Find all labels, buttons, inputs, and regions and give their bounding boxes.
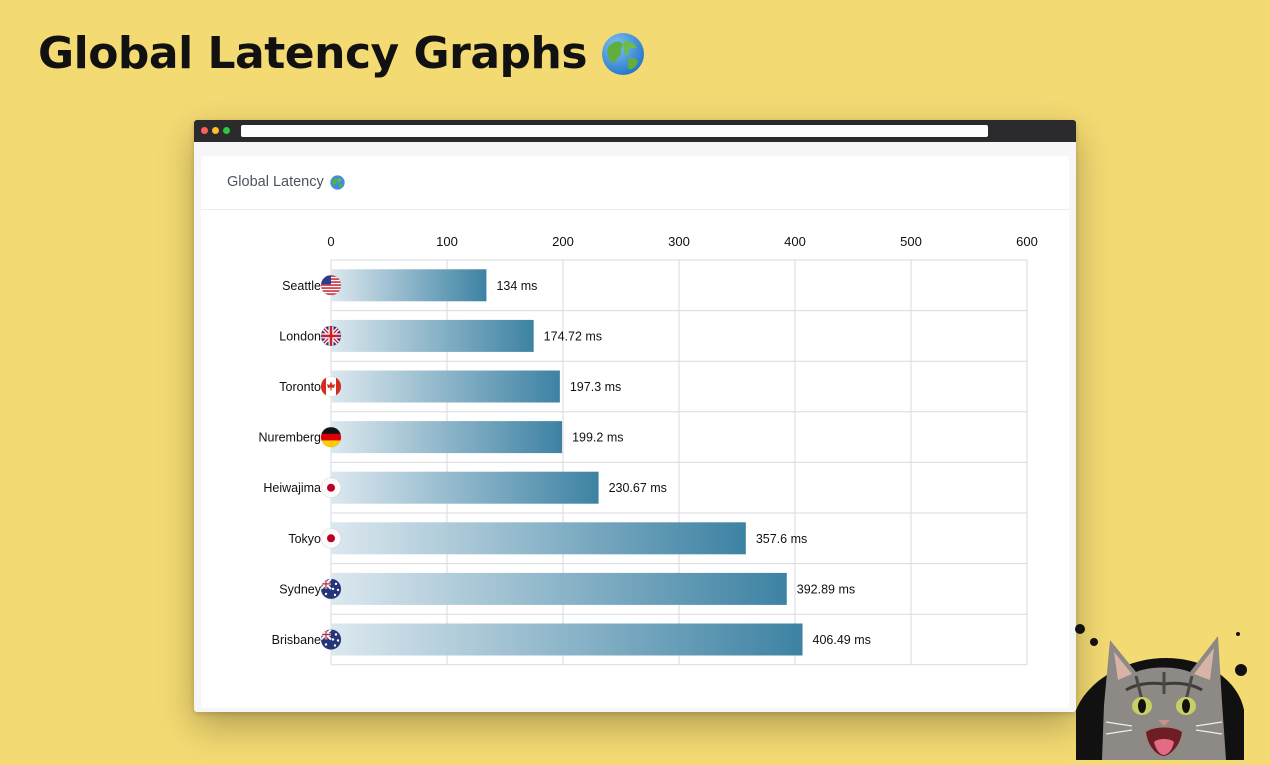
headline-text: Global Latency Graphs (38, 28, 588, 79)
flag-us-icon (320, 274, 342, 296)
bar-seattle[interactable] (331, 269, 487, 302)
globe-icon (330, 174, 345, 190)
latency-bar-chart: 0 100 200 300 400 500 600 134 ms Seattle 174.72 … (258, 234, 1038, 666)
bar-value-label: 174.72 ms (544, 329, 602, 343)
flag-au-icon (320, 578, 342, 600)
bar-sydney[interactable] (331, 572, 787, 605)
x-tick-label: 200 (552, 234, 574, 249)
x-tick-label: 400 (784, 234, 806, 249)
cat-mascot-image (1066, 610, 1270, 760)
flag-gb-icon (320, 325, 342, 347)
x-tick-label: 300 (668, 234, 690, 249)
bar-brisbane[interactable] (331, 623, 803, 656)
bar-value-label: 199.2 ms (572, 431, 623, 445)
card-title: Global Latency (227, 174, 345, 190)
flag-au-icon (320, 629, 342, 650)
y-category-label: Brisbane (272, 633, 321, 647)
x-tick-label: 0 (327, 234, 334, 249)
bar-toronto[interactable] (331, 370, 560, 403)
bar-nuremberg[interactable] (331, 421, 563, 454)
y-category-label: Heiwajima (263, 481, 321, 495)
y-category-label: Tokyo (288, 532, 321, 546)
bar-value-label: 392.89 ms (797, 582, 855, 596)
y-category-label: Nuremberg (258, 431, 321, 445)
minimize-window-button[interactable] (212, 127, 219, 134)
x-tick-label: 100 (436, 234, 458, 249)
flag-de-icon (320, 426, 342, 448)
bar-value-label: 197.3 ms (570, 380, 621, 394)
x-tick-label: 600 (1016, 234, 1038, 249)
bar-london[interactable] (331, 319, 534, 352)
bar-value-label: 134 ms (496, 279, 537, 293)
y-category-label: London (279, 329, 321, 343)
y-category-label: Toronto (279, 380, 321, 394)
browser-window: Global Latency 0 100 200 300 400 500 600 134 (194, 120, 1076, 712)
bar-heiwajima[interactable] (331, 471, 599, 504)
y-category-label: Seattle (282, 279, 321, 293)
browser-toolbar (194, 120, 1076, 142)
card-title-text: Global Latency (227, 174, 324, 190)
page-headline: Global Latency Graphs (38, 28, 645, 79)
bar-value-label: 230.67 ms (609, 481, 667, 495)
latency-card: Global Latency 0 100 200 300 400 500 600 134 (201, 156, 1069, 708)
bar-value-label: 357.6 ms (756, 532, 807, 546)
card-header: Global Latency (201, 156, 1069, 210)
bar-tokyo[interactable] (331, 522, 746, 555)
bar-value-label: 406.49 ms (813, 633, 871, 647)
x-tick-label: 500 (900, 234, 922, 249)
flag-jp-icon (320, 477, 342, 499)
close-window-button[interactable] (201, 127, 208, 134)
globe-icon (601, 32, 645, 76)
y-category-label: Sydney (279, 582, 321, 596)
address-bar[interactable] (241, 125, 988, 137)
flag-jp-icon (320, 527, 342, 549)
maximize-window-button[interactable] (223, 127, 230, 134)
flag-ca-icon (320, 376, 342, 397)
